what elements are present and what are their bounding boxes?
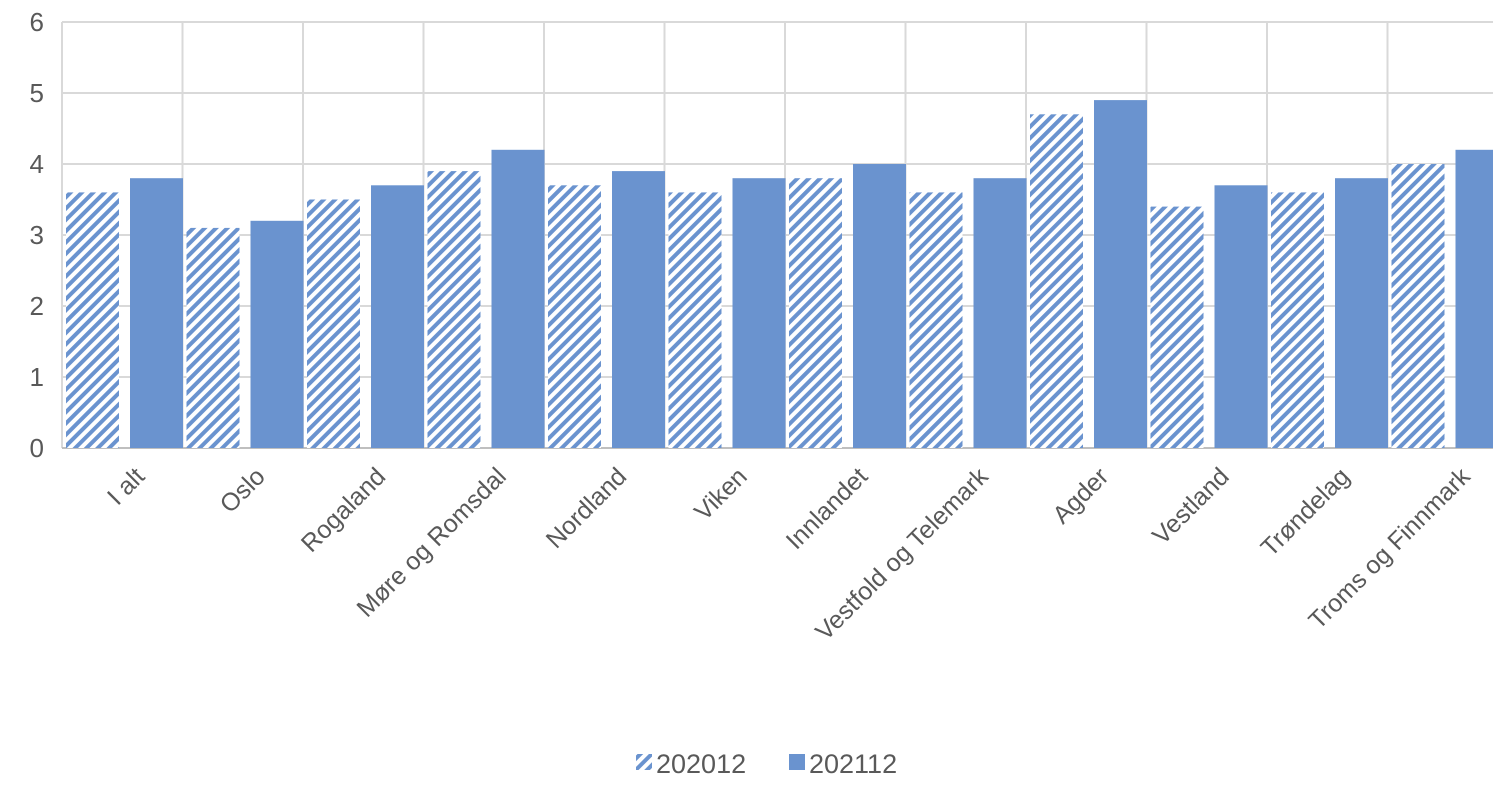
x-category-label: Viken — [689, 462, 753, 526]
bar-202012 — [1150, 206, 1204, 448]
y-tick-label: 1 — [30, 362, 44, 392]
y-tick-label: 5 — [30, 78, 44, 108]
bar-202112 — [1455, 149, 1493, 449]
bar-202112 — [612, 171, 665, 448]
bar-202012 — [909, 192, 963, 448]
bar-202012 — [548, 185, 601, 449]
bar-202012 — [66, 192, 119, 448]
bar-202012 — [186, 227, 240, 448]
bar-202112 — [1335, 178, 1388, 448]
x-category-label: Nordland — [541, 462, 633, 554]
bar-202012 — [307, 199, 360, 448]
bar-202112 — [371, 185, 424, 449]
legend-swatch — [789, 754, 805, 770]
legend-label: 202012 — [656, 749, 746, 779]
bar-202112 — [1094, 100, 1147, 448]
bar-202012 — [789, 178, 842, 448]
legend: 202012 202112 — [636, 749, 897, 779]
bar-202012 — [668, 192, 722, 448]
bar-202112 — [250, 220, 304, 448]
y-tick-label: 2 — [30, 291, 44, 321]
bar-202012 — [427, 171, 481, 448]
x-category-label: Trøndelag — [1256, 462, 1356, 562]
x-category-label: Innlandet — [781, 462, 874, 555]
bar-202112 — [973, 178, 1027, 448]
y-tick-label: 6 — [30, 7, 44, 37]
x-category-label: Vestland — [1147, 462, 1235, 550]
bar-202112 — [732, 178, 786, 448]
legend-label: 202112 — [809, 749, 897, 779]
x-category-label: Rogaland — [296, 462, 391, 557]
legend-swatch — [636, 754, 652, 770]
bar-202012 — [1271, 192, 1324, 448]
bar-202112 — [853, 164, 906, 448]
bar-202112 — [130, 178, 183, 448]
y-tick-label: 3 — [30, 220, 44, 250]
y-tick-label: 4 — [30, 149, 44, 179]
y-axis: 0 1 2 3 4 5 6 — [30, 7, 44, 463]
bar-202112 — [1214, 185, 1268, 449]
x-category-label: Agder — [1047, 462, 1114, 529]
y-tick-label: 0 — [30, 433, 44, 463]
x-category-label: Oslo — [215, 462, 271, 518]
bar-202012 — [1030, 114, 1083, 449]
x-category-label: I alt — [102, 462, 150, 510]
bars — [66, 100, 1493, 449]
bar-202112 — [491, 149, 545, 449]
bar-202012 — [1391, 164, 1445, 448]
